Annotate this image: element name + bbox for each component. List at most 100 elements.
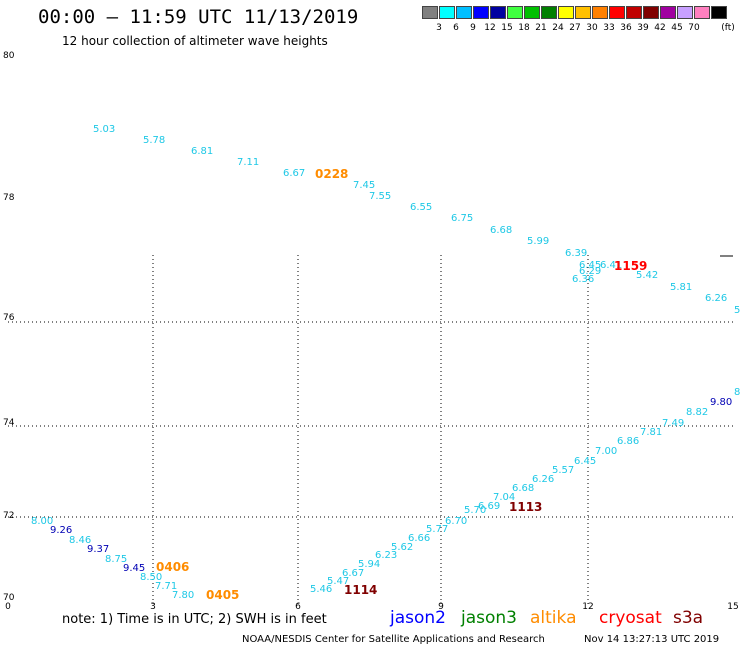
longitude-label: 15 — [727, 602, 738, 612]
scale-label: 27 — [569, 23, 581, 33]
swh-value: 8.46 — [69, 535, 91, 546]
scale-label: 21 — [535, 23, 547, 33]
swh-value: 8.75 — [105, 554, 127, 565]
swh-value: 7.71 — [155, 581, 177, 592]
swh-value: 5.42 — [636, 270, 658, 281]
scale-label: 3 — [436, 23, 442, 33]
swh-value: 7.00 — [595, 446, 617, 457]
pass-time-label: 0405 — [206, 588, 239, 602]
scale-label: 42 — [654, 23, 666, 33]
scale-swatch — [541, 6, 557, 19]
latitude-label: 70 — [3, 593, 15, 603]
scale-label: 36 — [620, 23, 632, 33]
swh-value: 5.47 — [327, 576, 349, 587]
scale-swatch — [524, 6, 540, 19]
pass-time-label: 1114 — [344, 583, 377, 597]
swh-value: 6.67 — [283, 168, 305, 179]
scale-swatch — [490, 6, 506, 19]
longitude-label: 3 — [150, 602, 156, 612]
swh-value: 6.26 — [705, 293, 727, 304]
scale-swatch — [456, 6, 472, 19]
longitude-label: 9 — [438, 602, 444, 612]
footer-credit: NOAA/NESDIS Center for Satellite Applica… — [242, 634, 545, 645]
legend-jason2: jason2 — [390, 608, 446, 628]
scale-swatch — [592, 6, 608, 19]
scale-label: 9 — [470, 23, 476, 33]
latitude-label: 76 — [3, 313, 15, 323]
swh-value: 9.80 — [710, 397, 732, 408]
latitude-label: 80 — [3, 51, 15, 61]
swh-value: 6.29 — [579, 266, 601, 277]
swh-value: 7.81 — [640, 427, 662, 438]
scale-label: 6 — [453, 23, 459, 33]
swh-value: 5.03 — [93, 124, 115, 135]
swh-value: 5.81 — [670, 282, 692, 293]
swh-value: 7.45 — [353, 180, 375, 191]
scale-swatch — [473, 6, 489, 19]
scale-label: 18 — [518, 23, 530, 33]
swh-value: 5.70 — [464, 505, 486, 516]
units-note: note: 1) Time is in UTC; 2) SWH is in fe… — [62, 612, 327, 627]
scale-label: 15 — [501, 23, 513, 33]
scale-swatch — [558, 6, 574, 19]
scale-label: 70 — [688, 23, 700, 33]
swh-value: 5.78 — [143, 135, 165, 146]
swh-value: 6.75 — [451, 213, 473, 224]
swh-value: 8.50 — [140, 572, 162, 583]
legend-jason3: jason3 — [461, 608, 517, 628]
swh-value: 5.99 — [527, 236, 549, 247]
swh-value: 5 — [734, 305, 740, 316]
swh-value: 6.26 — [532, 474, 554, 485]
longitude-label: 0 — [5, 602, 11, 612]
swh-value: 9.26 — [50, 525, 72, 536]
swh-value: 6.68 — [490, 225, 512, 236]
scale-swatch — [439, 6, 455, 19]
swh-value: 6.70 — [445, 516, 467, 527]
scale-label: 30 — [586, 23, 598, 33]
scale-label: 12 — [484, 23, 496, 33]
map-subtitle: 12 hour collection of altimeter wave hei… — [62, 34, 328, 48]
swh-value: 6.67 — [342, 568, 364, 579]
scale-swatch — [575, 6, 591, 19]
swh-value: 6.86 — [617, 436, 639, 447]
pass-time-label: 1113 — [509, 500, 542, 514]
swh-value: 6.55 — [410, 202, 432, 213]
swh-value: 6.81 — [191, 146, 213, 157]
swh-value: 6.45 — [579, 260, 601, 271]
scale-swatch — [711, 6, 727, 19]
swh-value: 7.11 — [237, 157, 259, 168]
longitude-label: 6 — [295, 602, 301, 612]
scale-swatch — [694, 6, 710, 19]
swh-value: 6.69 — [478, 501, 500, 512]
swh-value: 5.62 — [391, 542, 413, 553]
swh-value: 5.77 — [426, 524, 448, 535]
pass-time-label: 1159 — [614, 259, 647, 273]
swh-value: 8 — [734, 387, 740, 398]
swh-value: 9.37 — [87, 544, 109, 555]
swh-value: 6.66 — [408, 533, 430, 544]
legend-altika: altika — [530, 608, 577, 628]
scale-swatch — [626, 6, 642, 19]
scale-swatch — [507, 6, 523, 19]
swh-value: 6.45 — [574, 456, 596, 467]
swh-value: 6.39 — [565, 248, 587, 259]
swh-value: 6.41 — [600, 260, 622, 271]
swh-value: 6.36 — [572, 274, 594, 285]
latitude-label: 78 — [3, 193, 15, 203]
latitude-label: 72 — [3, 511, 14, 521]
legend-cryosat: cryosat — [599, 608, 662, 628]
swh-value: 7.55 — [369, 191, 391, 202]
swh-value: 6.68 — [512, 483, 534, 494]
legend-s3a: s3a — [673, 608, 704, 628]
map-title: 00:00 – 11:59 UTC 11/13/2019 — [38, 6, 359, 28]
scale-label: 24 — [552, 23, 564, 33]
scale-swatch — [422, 6, 438, 19]
swh-value: 9.45 — [123, 563, 145, 574]
swh-value: 5.94 — [358, 559, 380, 570]
scale-swatch — [677, 6, 693, 19]
latitude-label: 74 — [3, 418, 15, 428]
pass-time-label: 0228 — [315, 167, 348, 181]
scale-unit-label: (ft) — [721, 23, 735, 33]
swh-value: 7.80 — [172, 590, 194, 601]
